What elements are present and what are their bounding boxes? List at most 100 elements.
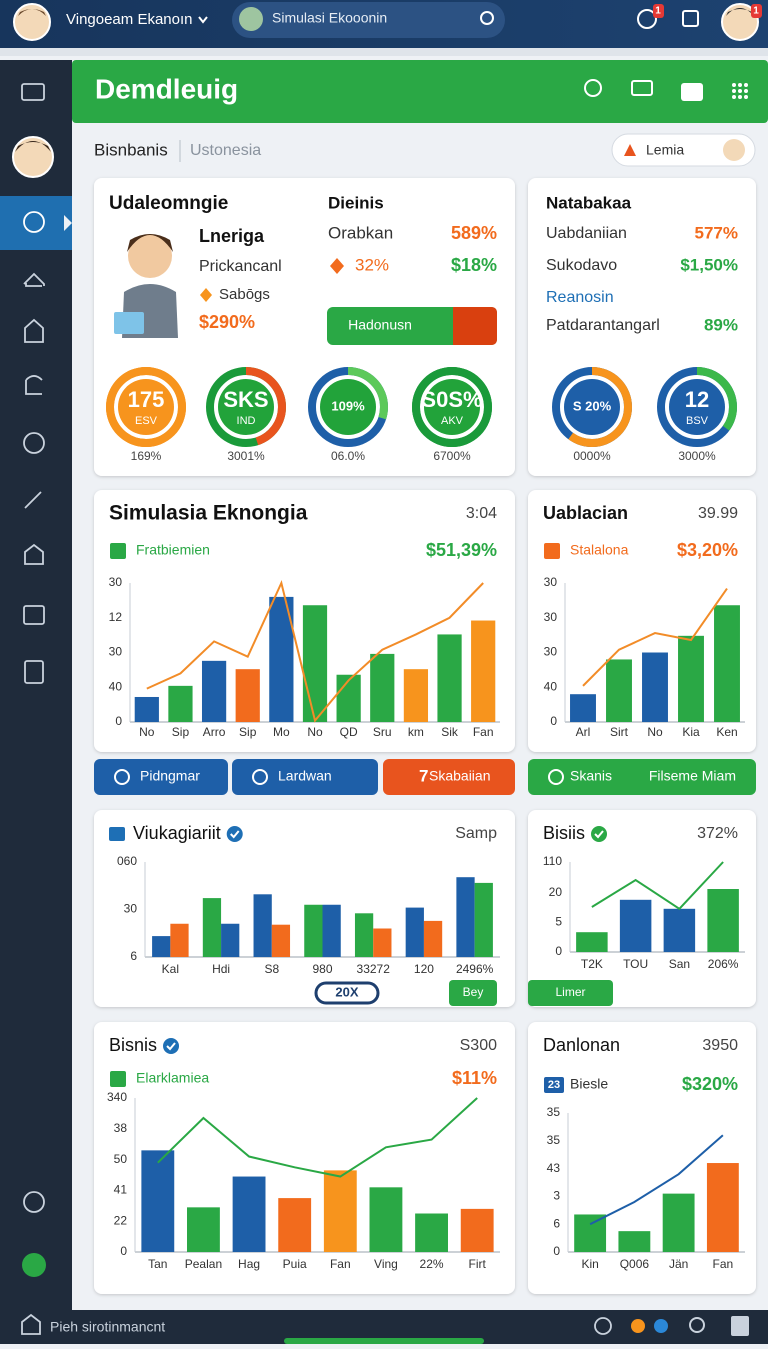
dropdown-icon — [198, 16, 208, 24]
menu-icon[interactable] — [21, 83, 45, 101]
user-avatar[interactable] — [721, 3, 759, 41]
x-tick-label: Hdi — [212, 962, 230, 976]
button-tail — [453, 307, 497, 345]
footer-clock[interactable] — [594, 1317, 612, 1335]
status-avatar[interactable] — [22, 1253, 46, 1277]
y-tick-label: 6 — [130, 949, 137, 963]
footer-dot[interactable] — [654, 1319, 668, 1333]
stat-label: Reanosin — [546, 289, 614, 306]
profile-role: Prickancanl — [199, 258, 282, 275]
y-tick-label: 41 — [114, 1183, 128, 1197]
search-tab[interactable] — [232, 2, 505, 38]
x-tick-label: Kal — [162, 962, 179, 976]
gauge-arc — [657, 367, 737, 447]
gauge-center — [564, 379, 620, 435]
action-button[interactable] — [383, 759, 515, 795]
edit-icon[interactable] — [24, 491, 42, 509]
window-icon[interactable] — [682, 10, 699, 27]
stat-label: Orabkan — [328, 223, 393, 242]
footer-search[interactable] — [689, 1317, 705, 1333]
card-icon[interactable] — [631, 80, 653, 96]
y-tick-label: 40 — [544, 679, 558, 693]
sidebar-avatar[interactable] — [12, 136, 54, 178]
action-button[interactable] — [232, 759, 378, 795]
bar — [202, 898, 222, 957]
bar — [706, 1163, 739, 1252]
footer-dot[interactable] — [631, 1319, 645, 1333]
help-icon[interactable] — [23, 211, 45, 233]
legend-swatch — [544, 543, 560, 559]
y-tick-label: 0 — [553, 1244, 560, 1258]
app-avatar[interactable] — [13, 3, 51, 41]
lock-icon[interactable] — [24, 543, 44, 565]
chart-action-label: Limer — [555, 985, 585, 999]
x-tick-label: Hag — [238, 1257, 260, 1271]
user-pill-icon — [624, 144, 636, 156]
bar — [574, 1214, 607, 1252]
bar — [302, 605, 328, 722]
y-tick-label: 30 — [109, 645, 123, 659]
chart-title: Viukagiariit — [133, 823, 221, 843]
y-tick-label: 060 — [117, 854, 137, 868]
toggle-pill[interactable] — [314, 981, 380, 1005]
action-button-icon — [548, 769, 564, 785]
header-bar — [72, 60, 768, 123]
share-icon[interactable] — [25, 375, 43, 395]
clock-icon[interactable] — [23, 1191, 45, 1213]
y-tick-label: 20 — [549, 885, 563, 899]
compass-icon[interactable] — [23, 432, 45, 454]
tab-avatar — [239, 7, 263, 31]
x-tick-label: Puia — [283, 1257, 307, 1271]
footer-status: Pieh sirotinmancnt — [50, 1319, 165, 1335]
gauge-value: S 20% — [573, 398, 612, 413]
card — [528, 1022, 756, 1294]
bar — [642, 652, 668, 722]
lock-button[interactable] — [681, 83, 703, 101]
stat-label: Sukodavo — [546, 257, 617, 274]
bar — [152, 936, 171, 957]
y-tick-label: 43 — [547, 1161, 561, 1175]
x-tick-label: Ving — [374, 1257, 398, 1271]
bar — [187, 1207, 220, 1252]
doc-icon[interactable] — [24, 660, 44, 684]
search-tab-label: Simulasi Ekooonin — [272, 10, 387, 26]
chart-action[interactable] — [528, 980, 613, 1006]
stat-value: 89% — [704, 315, 738, 334]
gauge-caption: 3000% — [678, 449, 716, 463]
action-button-icon — [252, 769, 268, 785]
y-tick-label: 35 — [547, 1133, 561, 1147]
grid-icon[interactable] — [732, 83, 748, 99]
action-button[interactable] — [94, 759, 228, 795]
footer-home[interactable] — [21, 1313, 41, 1335]
y-tick-label: 30 — [544, 610, 558, 624]
chart-corner: 3950 — [702, 1037, 738, 1054]
bar — [134, 696, 159, 722]
action-button[interactable] — [528, 759, 756, 795]
chart-title: Bisnis — [109, 1035, 157, 1055]
y-tick-label: 30 — [544, 575, 558, 589]
bag-icon[interactable] — [24, 318, 44, 343]
y-tick-label: 12 — [109, 610, 123, 624]
bar — [437, 634, 462, 722]
bar — [662, 1193, 695, 1252]
footer-doc[interactable] — [731, 1316, 749, 1336]
x-tick-label: Tan — [148, 1257, 167, 1271]
profile-icon[interactable] — [584, 79, 602, 97]
panel-icon[interactable] — [23, 605, 45, 625]
gauge-sub: ESV — [135, 415, 158, 427]
gauge-center — [218, 379, 274, 435]
x-tick-label: 2496% — [456, 962, 494, 976]
bar — [323, 1170, 357, 1252]
bar — [678, 635, 704, 722]
search-icon[interactable] — [480, 11, 494, 25]
home-icon[interactable] — [23, 272, 45, 287]
verified-check — [594, 830, 604, 839]
notification-icon[interactable] — [637, 9, 657, 29]
chart-action[interactable] — [449, 980, 497, 1006]
bar — [271, 924, 291, 957]
legend-badge: 23 — [548, 1079, 560, 1091]
legend-swatch — [544, 1077, 564, 1093]
gauge-center — [669, 379, 725, 435]
user-pill[interactable] — [611, 133, 756, 167]
